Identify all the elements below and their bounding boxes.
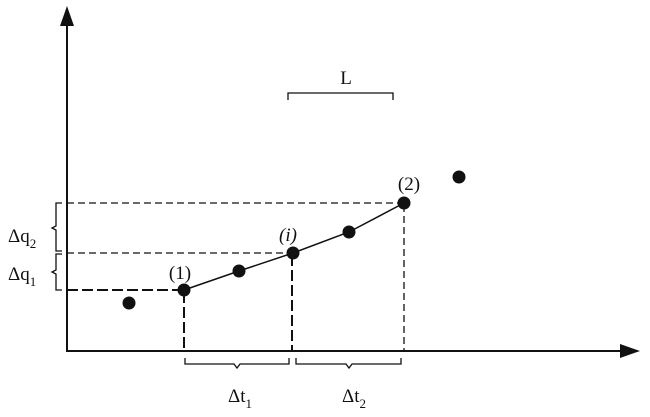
guide-1: [67, 289, 185, 351]
brace-q2: [50, 202, 62, 252]
brace-t1: [184, 358, 290, 370]
guide-2: [67, 202, 405, 351]
y-axis-arrow: [60, 6, 74, 26]
point: [232, 264, 246, 278]
delta-q1-label: Δq1: [8, 264, 36, 289]
points: [122, 170, 466, 310]
window-label: L: [340, 68, 352, 89]
delta-q2-label: Δq2: [8, 226, 36, 251]
point: [397, 196, 411, 210]
x-axis-arrow: [620, 344, 640, 358]
label-sub: 2: [360, 396, 367, 411]
point: [342, 225, 356, 239]
point-label: (2): [398, 174, 420, 195]
label-base: Δt: [342, 386, 360, 407]
label-base: Δq: [8, 264, 30, 285]
window-bracket: [287, 92, 394, 100]
point-label: (i): [279, 225, 297, 246]
label-base: Δq: [8, 226, 30, 247]
point-label: (1): [169, 263, 191, 284]
label-base: Δt: [228, 386, 246, 407]
label-sub: 1: [30, 274, 37, 289]
brace-q1: [50, 253, 62, 291]
point: [286, 246, 300, 260]
point: [177, 283, 191, 297]
delta-t2-label: Δt2: [342, 386, 366, 411]
point: [452, 170, 466, 184]
label-sub: 1: [246, 396, 253, 411]
segment-line: [183, 202, 405, 291]
point: [122, 296, 136, 310]
delta-t1-label: Δt1: [228, 386, 252, 411]
label-sub: 2: [30, 236, 37, 251]
brace-t2: [295, 358, 402, 370]
